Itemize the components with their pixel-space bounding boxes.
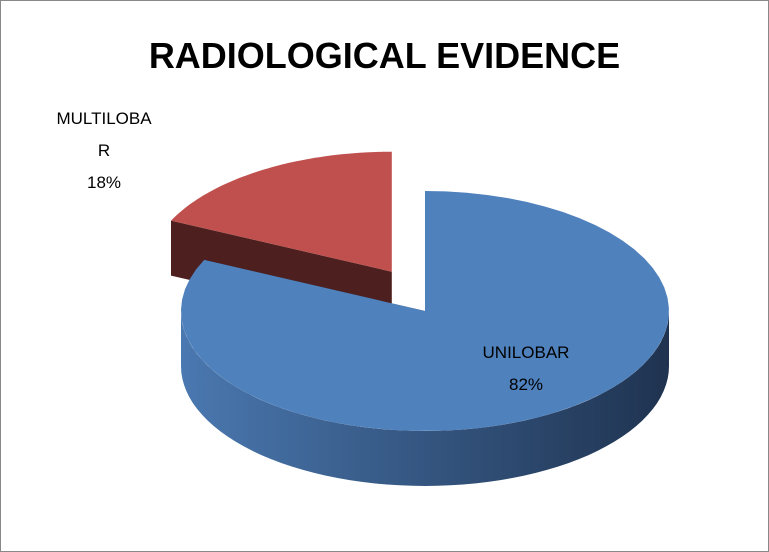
slice-label: MULTILOBAR — [56, 109, 152, 160]
value-label: 18% — [86, 173, 122, 192]
pie-slice — [181, 191, 669, 431]
slice-rim — [181, 311, 669, 486]
slice-label: UNILOBAR — [482, 343, 570, 362]
value-label: 82% — [508, 375, 544, 394]
chart-title: RADIOLOGICAL EVIDENCE — [148, 35, 621, 76]
pie-slice — [171, 151, 392, 272]
